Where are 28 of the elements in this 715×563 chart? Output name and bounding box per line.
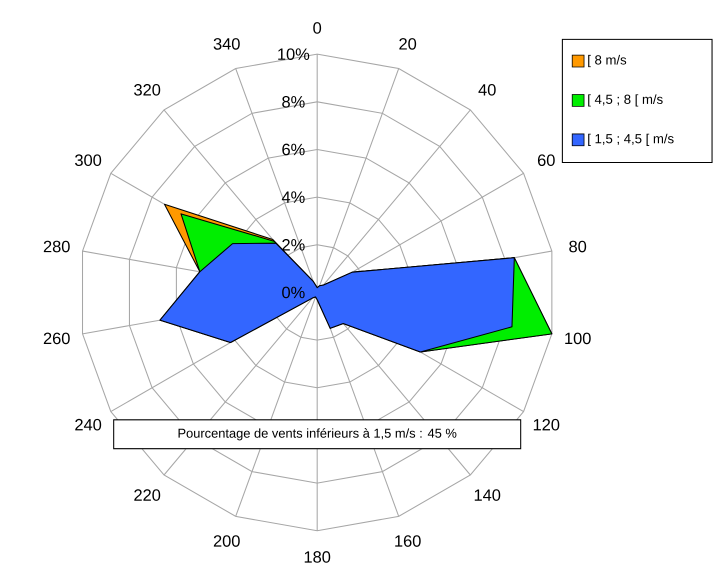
- spoke-label: 120: [534, 418, 560, 430]
- y-tick-label: 8%: [282, 96, 305, 108]
- legend-label: [ 4,5 ; 8 [ m/s: [588, 94, 663, 106]
- y-tick-label: 4%: [282, 191, 305, 203]
- spoke-label: 0: [313, 22, 322, 34]
- legend-label: [ 8 m/s: [588, 54, 626, 68]
- spoke-label: 220: [134, 489, 160, 501]
- spoke-label: 260: [44, 332, 70, 344]
- spoke-label: 80: [569, 240, 586, 252]
- spoke-label: 160: [395, 535, 421, 547]
- text: Pourcentage de vents inférieurs à 1,5 m/s : 45 %: [178, 428, 456, 440]
- spoke-label: 240: [75, 418, 102, 430]
- spoke-label: 40: [478, 84, 496, 96]
- spoke-label: 340: [214, 38, 240, 50]
- y-tick-label: 6%: [282, 144, 305, 156]
- spoke-label: 140: [474, 489, 500, 501]
- spoke-label: 100: [565, 332, 591, 344]
- y-tick-label: 2%: [282, 238, 305, 250]
- spoke-label: 200: [214, 535, 240, 547]
- spoke-label: 300: [75, 154, 102, 166]
- spoke-label: 180: [304, 551, 330, 563]
- legend-label: [ 1,5 ; 4,5 [ m/s: [588, 134, 674, 146]
- spoke-label: 60: [538, 154, 555, 166]
- spoke-label: 20: [399, 38, 416, 50]
- spoke-label: 320: [134, 84, 160, 96]
- y-tick-label: 0%: [282, 286, 305, 298]
- spoke-label: 280: [44, 240, 70, 252]
- y-tick-label: 10%: [278, 48, 310, 60]
